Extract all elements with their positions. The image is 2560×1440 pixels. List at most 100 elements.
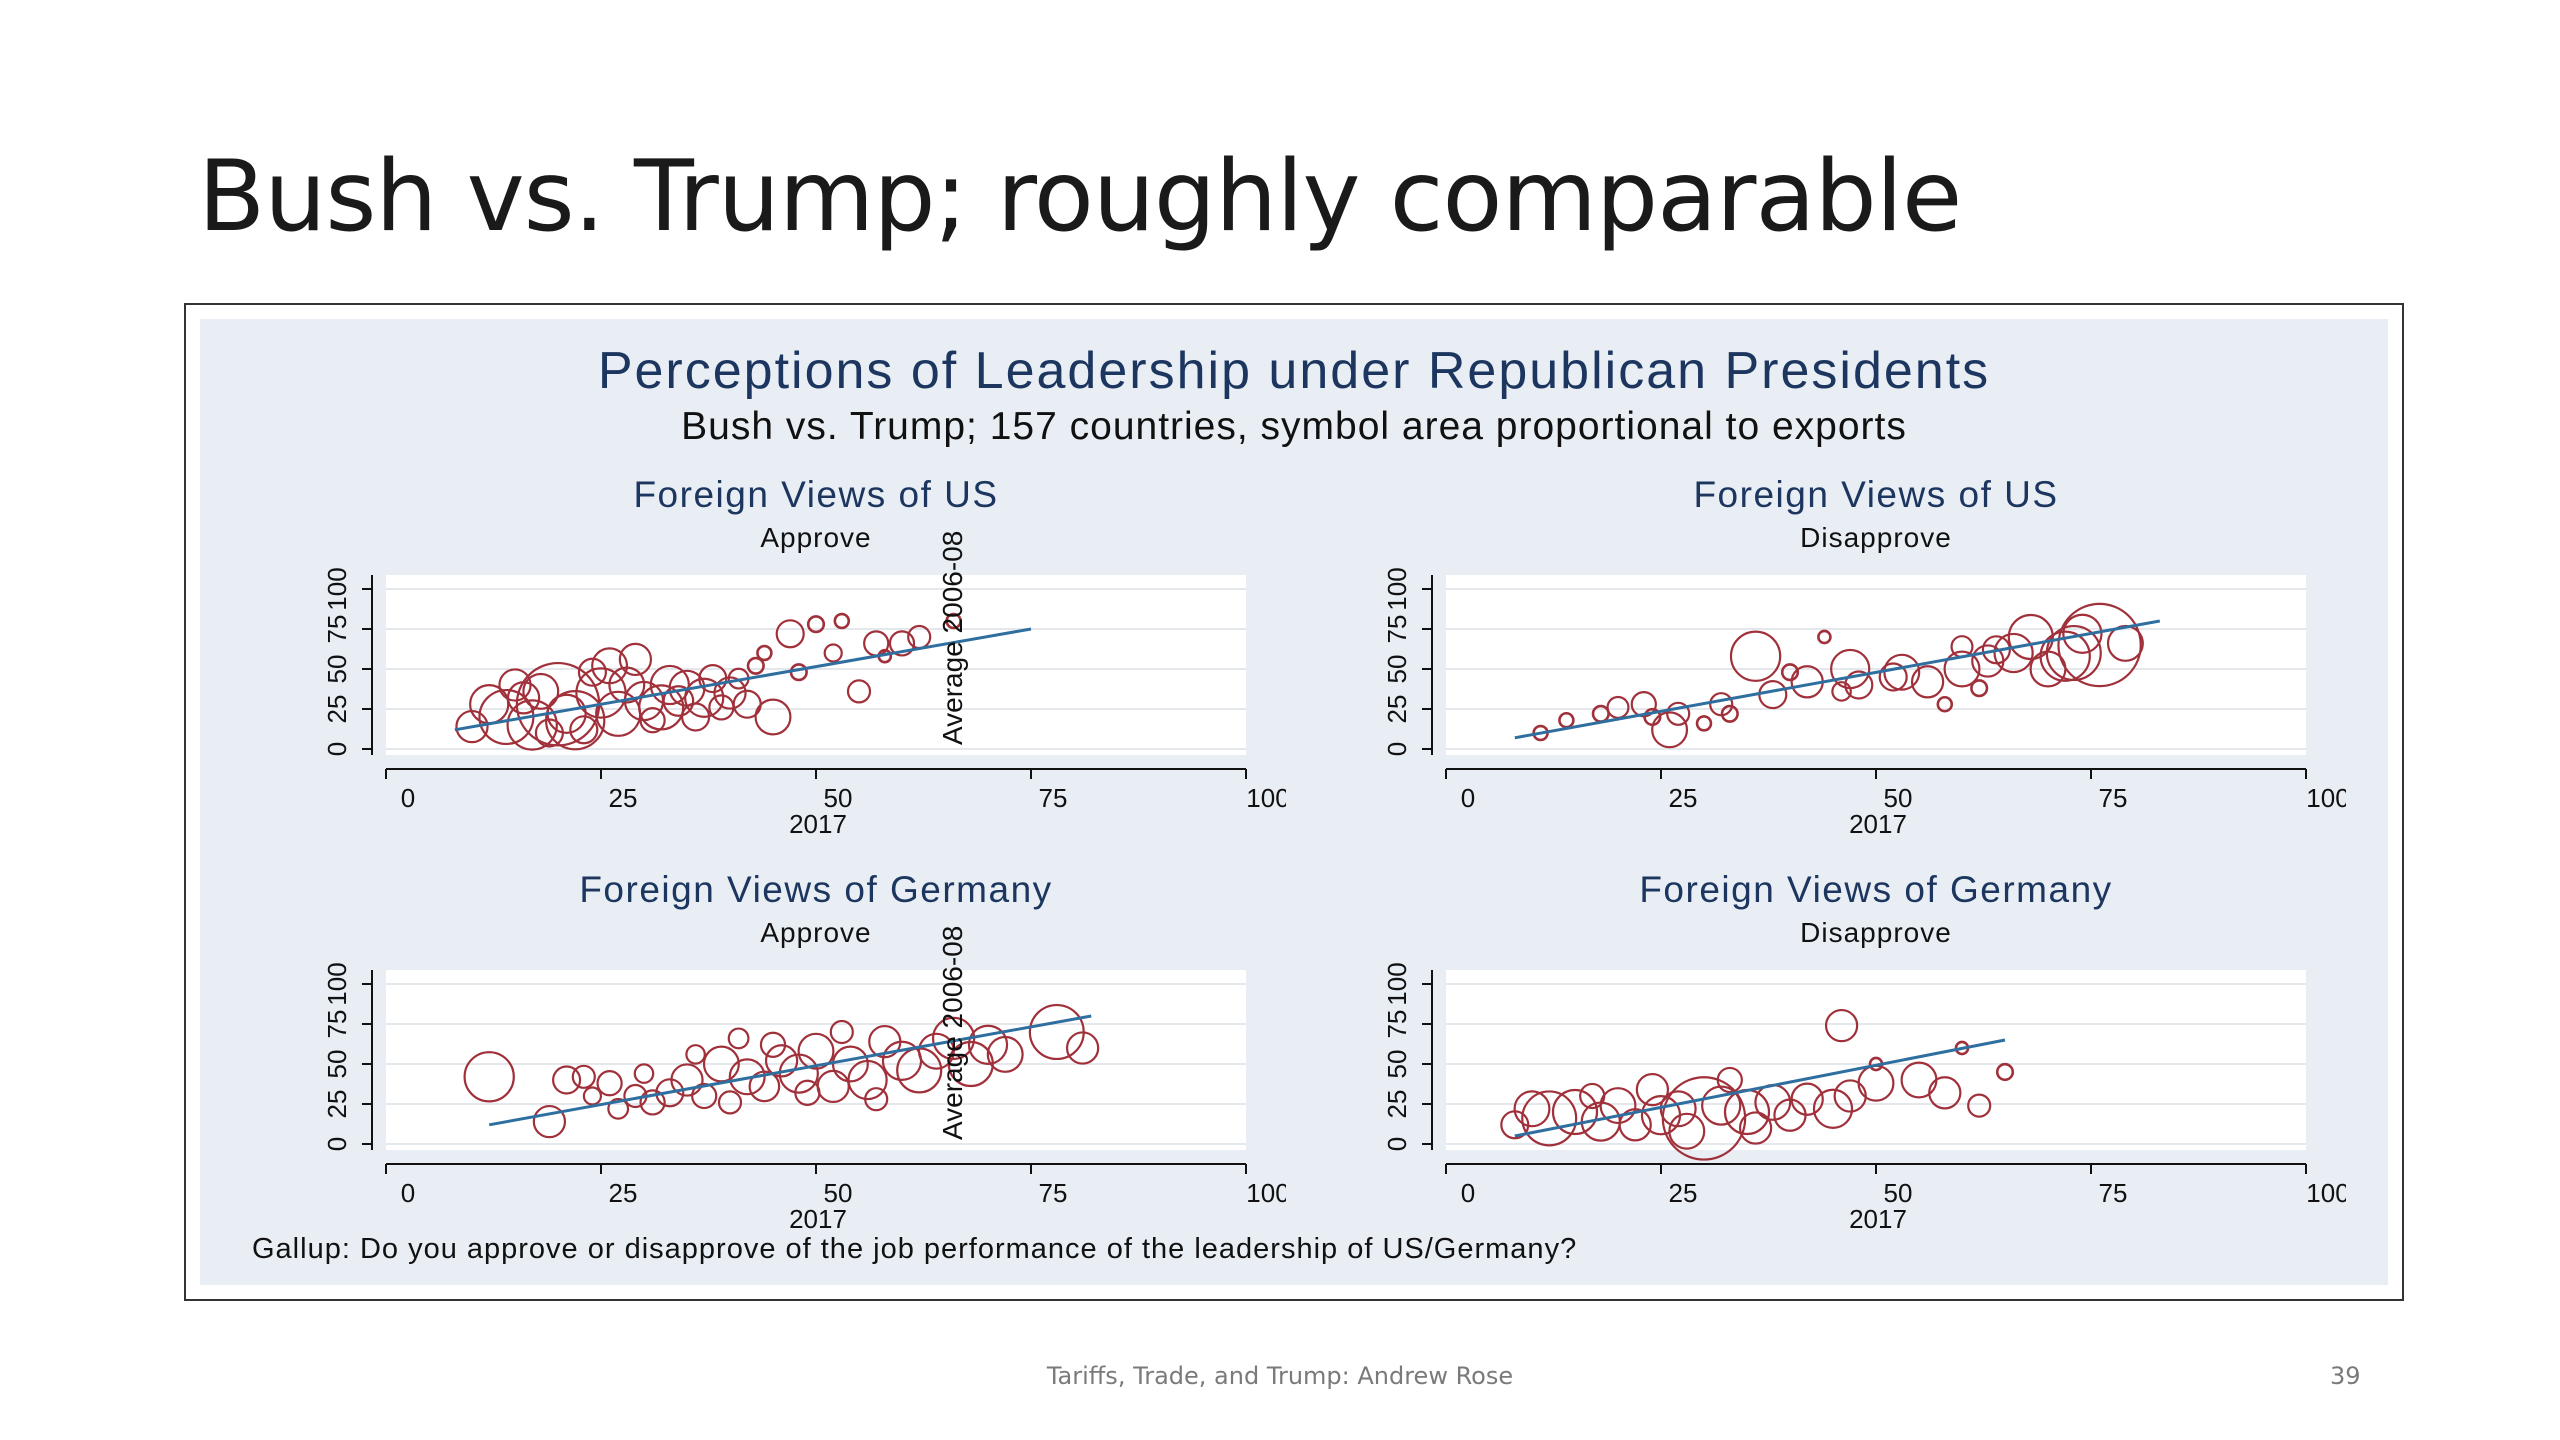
x-tick-label: 0 [401,783,415,813]
data-point [713,676,747,710]
x-tick-label: 100 [1246,1178,1286,1208]
data-point [1551,1088,1599,1136]
data-point [1943,650,1981,688]
data-point [1635,1072,1670,1107]
data-point [655,1078,685,1108]
data-point [1513,1090,1551,1128]
x-tick-label: 100 [2306,783,2346,813]
data-point [1643,707,1662,727]
data-point [717,1090,743,1115]
data-point [1995,1062,2015,1082]
data-point [764,1044,799,1078]
y-tick-label: 0 [1382,1137,1412,1151]
data-point [1666,701,1691,726]
y-tick-label: 0 [322,1137,352,1151]
data-point [833,612,851,630]
data-point [806,615,826,634]
data-point [945,612,962,630]
data-point [967,1024,1009,1065]
data-point [1729,630,1782,682]
figure-note: Gallup: Do you approve or disapprove of … [252,1233,1578,1265]
data-point [823,643,843,663]
x-tick-label: 50 [824,783,853,813]
data-point [1928,1076,1962,1110]
x-tick-label: 0 [1461,1178,1475,1208]
x-tick-label: 25 [609,1178,638,1208]
x-tick-label: 25 [609,783,638,813]
data-point [2057,602,2142,688]
data-point [582,1086,603,1106]
plot-area [386,970,1246,1150]
panel-germany-approve: Foreign Views of Germany Approve 0 25 50 75 10… [322,869,1286,1230]
data-point [756,644,773,662]
x-axis-label: 2017 [789,809,847,835]
panel-subtitle: Disapprove [1800,917,1952,948]
y-tick-label: 25 [1382,695,1412,724]
data-point [1878,662,1908,692]
x-tick-label: 100 [1246,783,1286,813]
x-tick-label: 75 [2099,1178,2128,1208]
data-point [1521,1090,1578,1147]
data-point [775,619,805,649]
data-point [681,702,711,732]
figure-frame: Perceptions of Leadership under Republic… [184,303,2404,1301]
data-point [571,1064,596,1089]
data-point [846,679,872,704]
y-tick-label: 100 [1382,567,1412,610]
data-point [569,715,599,745]
data-point [1701,1085,1742,1126]
y-tick-label: 25 [1382,1090,1412,1119]
figure-subtitle: Bush vs. Trump; 157 countries, symbol ar… [681,405,1907,448]
data-point [552,1065,582,1095]
data-point [1500,1110,1530,1140]
data-point [1661,1076,1747,1161]
data-point [1618,1108,1652,1142]
data-point [1981,635,2011,665]
fit-line [488,1014,1092,1127]
x-tick-label: 50 [1884,1178,1913,1208]
data-point [797,1032,835,1070]
data-point [1695,715,1713,732]
data-point [746,656,765,675]
data-point [1936,695,1954,713]
data-point [1967,1093,1992,1118]
x-tick-label: 75 [1039,783,1068,813]
y-axis-label: Average 2006-08 [937,926,968,1140]
data-point [754,698,792,736]
fit-line [1514,619,2161,740]
data-point [1065,1031,1100,1065]
data-point [639,1089,666,1116]
data-point [1738,1111,1773,1145]
data-point [2062,613,2103,654]
x-tick-label: 0 [401,1178,415,1208]
page-number: 39 [2330,1362,2361,1390]
panel-title: Foreign Views of Germany [579,869,1052,910]
data-point [670,1063,704,1097]
y-tick-label: 25 [322,1090,352,1119]
data-point [662,685,695,717]
y-tick-label: 75 [322,1010,352,1039]
data-point [1812,1088,1854,1129]
data-point [794,1079,821,1106]
x-tick-label: 0 [1461,783,1475,813]
data-point [864,1087,889,1112]
panel-subtitle: Approve [760,522,871,553]
figure-title: Perceptions of Leadership under Republic… [597,342,1991,400]
data-point [1993,632,2034,674]
x-axis-label: 2017 [789,1204,847,1230]
data-point [1831,681,1852,702]
data-point [2045,624,2102,682]
data-point [1780,663,1800,682]
x-tick-label: 100 [2306,1178,2346,1208]
data-point [463,1051,515,1103]
y-tick-label: 100 [322,567,352,610]
y-tick-label: 100 [322,962,352,1005]
y-tick-label: 0 [1382,742,1412,756]
data-point [1579,1082,1606,1110]
slide-title: Bush vs. Trump; roughly comparable [198,140,1962,254]
data-point [1720,704,1739,723]
data-point [607,1097,630,1120]
data-point [888,630,916,657]
data-point [829,1019,854,1045]
data-point [759,1031,787,1058]
